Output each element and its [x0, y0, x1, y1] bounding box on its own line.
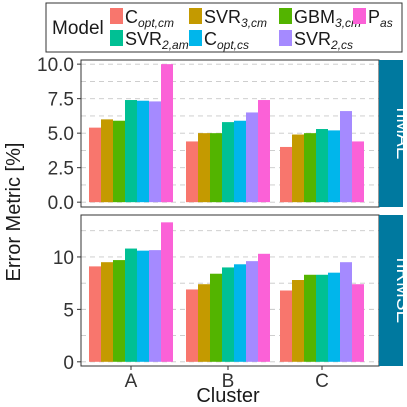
bar-nmae-C-0	[280, 146, 292, 203]
legend-label: GBM3,cm	[294, 7, 361, 30]
bar-nrmse-A-0	[89, 266, 101, 362]
bar-nmae-C-3	[316, 129, 328, 203]
bar-nmae-B-0	[186, 141, 198, 203]
bar-nrmse-C-6	[352, 284, 364, 362]
bar-nrmse-A-4	[137, 250, 149, 362]
bar-nmae-C-2	[304, 133, 316, 203]
legend-swatch	[353, 8, 366, 24]
x-axis-title: Cluster	[196, 385, 260, 407]
legend-entry-5: SVR2,cs	[279, 29, 353, 52]
legend-label: SVR2,am	[125, 29, 189, 52]
strip-nrmse	[379, 215, 403, 366]
bar-nmae-A-4	[137, 100, 149, 203]
bar-nrmse-C-3	[316, 274, 328, 362]
legend-swatch	[189, 30, 202, 46]
bar-nrmse-B-6	[258, 253, 270, 362]
bar-nrmse-B-0	[186, 289, 198, 362]
y-tick-label: 5	[63, 300, 74, 321]
bar-nrmse-C-5	[340, 262, 352, 362]
bar-nmae-C-5	[340, 111, 352, 203]
legend-entry-4: Copt,cs	[189, 29, 249, 52]
y-tick-label: 10	[53, 248, 74, 269]
bar-nmae-B-6	[258, 100, 270, 203]
legend-swatch	[279, 8, 292, 24]
y-tick-label: 0	[63, 353, 74, 374]
bar-nmae-C-4	[328, 130, 340, 203]
legend-swatch	[110, 30, 123, 46]
y-axis-title: Error Metric [%]	[3, 143, 25, 282]
bar-nmae-C-1	[292, 134, 304, 203]
bar-nmae-A-5	[149, 101, 161, 203]
y-tick-label: 2.5	[48, 159, 74, 180]
bar-nmae-A-1	[101, 119, 113, 203]
legend-label: SVR3,cm	[204, 7, 267, 30]
bar-nrmse-B-2	[210, 273, 222, 362]
bar-nrmse-A-1	[101, 262, 113, 362]
bar-nrmse-C-2	[304, 274, 316, 362]
y-tick-label: 0.0	[48, 193, 74, 214]
bar-nmae-B-4	[234, 120, 246, 203]
bar-nmae-B-1	[198, 133, 210, 203]
bar-nrmse-C-1	[292, 280, 304, 362]
legend-label: SVR2,cs	[294, 29, 353, 52]
legend-swatch	[279, 30, 292, 46]
legend-entry-0: Copt,cm	[110, 7, 174, 30]
x-tick-label: C	[315, 371, 329, 392]
bar-nmae-A-2	[113, 120, 125, 203]
x-axis-ticks: A B C	[125, 366, 329, 392]
strip-nrmse-label: nRMSE	[392, 258, 407, 323]
legend-swatch	[189, 8, 202, 24]
bar-nmae-A-3	[125, 100, 137, 203]
legend-label: Pas	[368, 7, 393, 30]
legend-swatch	[110, 8, 123, 24]
x-tick-label: A	[125, 371, 138, 392]
panel-nmae: nMAE 0.0 2.5 5.0 7.5 10.0	[37, 55, 407, 214]
bar-nrmse-C-0	[280, 290, 292, 362]
legend: Model Copt,cm SVR3,cm GBM3,cm SVR2,am Copt,c…	[45, 2, 403, 53]
y-tick-label: 5.0	[48, 124, 74, 145]
bar-nrmse-A-3	[125, 248, 137, 362]
legend-label: Copt,cs	[204, 29, 249, 52]
y-tick-label: 10.0	[37, 55, 74, 76]
bar-nrmse-B-4	[234, 264, 246, 362]
bar-nrmse-B-1	[198, 284, 210, 362]
y-tick-label: 7.5	[48, 90, 74, 111]
panel-nrmse: nRMSE 0 5 10	[53, 214, 407, 374]
legend-box	[45, 2, 403, 53]
legend-entry-1: SVR3,cm	[189, 7, 267, 30]
legend-entry-2: GBM3,cm	[279, 7, 361, 30]
bar-nrmse-B-3	[222, 267, 234, 362]
bar-nrmse-B-5	[246, 261, 258, 362]
legend-entry-6: Pas	[353, 7, 393, 30]
bar-nmae-B-3	[222, 122, 234, 203]
x-tick-label: B	[222, 371, 235, 392]
bar-nrmse-A-2	[113, 260, 125, 362]
bar-nrmse-A-5	[149, 250, 161, 362]
bar-nrmse-A-6	[161, 222, 173, 362]
bar-nmae-B-2	[210, 133, 222, 203]
strip-nmae	[379, 60, 403, 207]
bar-nrmse-C-4	[328, 272, 340, 362]
bar-nmae-A-6	[161, 64, 173, 203]
strip-nmae-label: nMAE	[392, 108, 407, 160]
bar-nmae-A-0	[89, 127, 101, 203]
bar-nmae-C-6	[352, 141, 364, 203]
legend-title: Model	[52, 18, 104, 39]
legend-entry-3: SVR2,am	[110, 29, 189, 52]
legend-label: Copt,cm	[125, 7, 174, 30]
bar-nmae-B-5	[246, 112, 258, 203]
